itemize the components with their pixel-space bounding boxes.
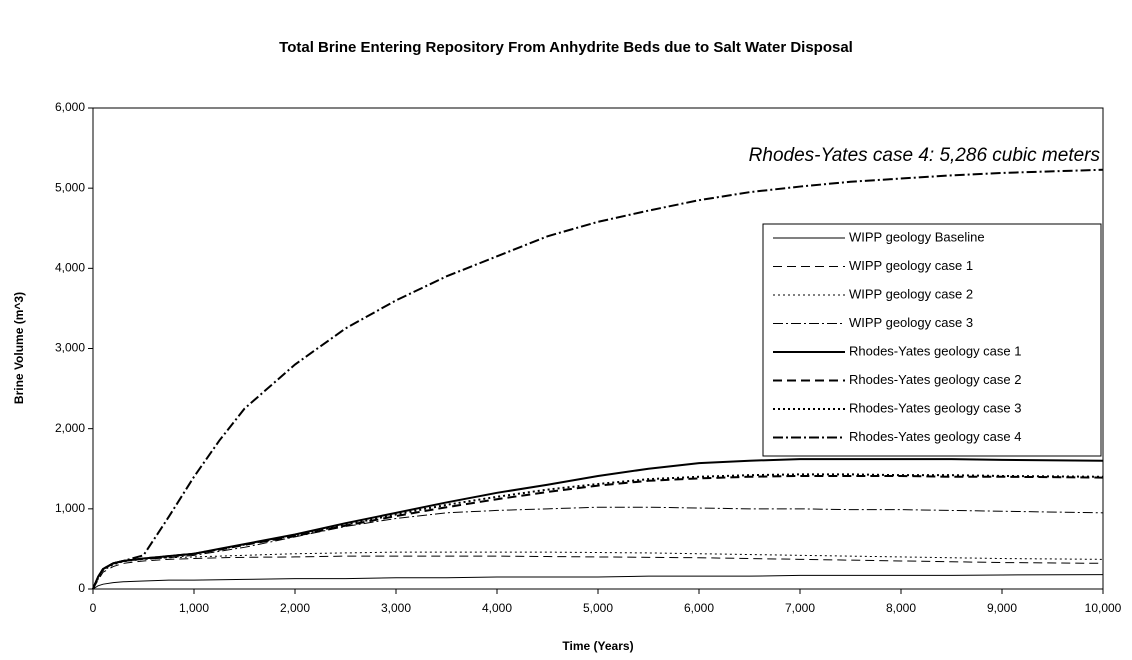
series-line bbox=[92, 551, 1104, 590]
y-tick-label: 6,000 bbox=[55, 100, 85, 114]
x-tick-label: 5,000 bbox=[583, 601, 613, 615]
series-line bbox=[92, 574, 1104, 590]
legend-label: WIPP geology case 1 bbox=[849, 258, 973, 273]
y-tick-label: 3,000 bbox=[55, 341, 85, 355]
legend-label: Rhodes-Yates geology case 3 bbox=[849, 400, 1021, 415]
legend-label: Rhodes-Yates geology case 2 bbox=[849, 372, 1021, 387]
legend-label: WIPP geology case 2 bbox=[849, 286, 973, 301]
x-tick-label: 9,000 bbox=[987, 601, 1017, 615]
x-tick-label: 1,000 bbox=[179, 601, 209, 615]
legend-label: WIPP geology Baseline bbox=[849, 229, 985, 244]
y-axis-label: Brine Volume (m^3) bbox=[12, 292, 26, 404]
x-tick-label: 7,000 bbox=[785, 601, 815, 615]
x-tick-label: 10,000 bbox=[1085, 601, 1122, 615]
series-line bbox=[92, 555, 1104, 590]
x-tick-label: 8,000 bbox=[886, 601, 916, 615]
legend-label: WIPP geology case 3 bbox=[849, 315, 973, 330]
series-line bbox=[92, 458, 1104, 590]
y-tick-label: 4,000 bbox=[55, 261, 85, 275]
x-tick-label: 2,000 bbox=[280, 601, 310, 615]
chart-title: Total Brine Entering Repository From Anh… bbox=[279, 39, 853, 56]
annotation: Rhodes-Yates case 4: 5,286 cubic meters bbox=[749, 145, 1101, 166]
legend-box bbox=[762, 223, 1102, 457]
legend-label: Rhodes-Yates geology case 1 bbox=[849, 343, 1021, 358]
x-tick-label: 6,000 bbox=[684, 601, 714, 615]
y-tick-label: 5,000 bbox=[55, 180, 85, 194]
y-tick-label: 0 bbox=[78, 581, 85, 595]
series-line bbox=[92, 506, 1104, 590]
series-line bbox=[92, 474, 1104, 590]
y-tick-label: 2,000 bbox=[55, 421, 85, 435]
x-tick-label: 0 bbox=[90, 601, 97, 615]
x-tick-label: 4,000 bbox=[482, 601, 512, 615]
series-line bbox=[92, 168, 1104, 590]
legend-label: Rhodes-Yates geology case 4 bbox=[849, 429, 1021, 444]
y-tick-label: 1,000 bbox=[55, 501, 85, 515]
x-axis-label: Time (Years) bbox=[562, 639, 633, 653]
series-line bbox=[92, 473, 1104, 590]
x-tick-label: 3,000 bbox=[381, 601, 411, 615]
